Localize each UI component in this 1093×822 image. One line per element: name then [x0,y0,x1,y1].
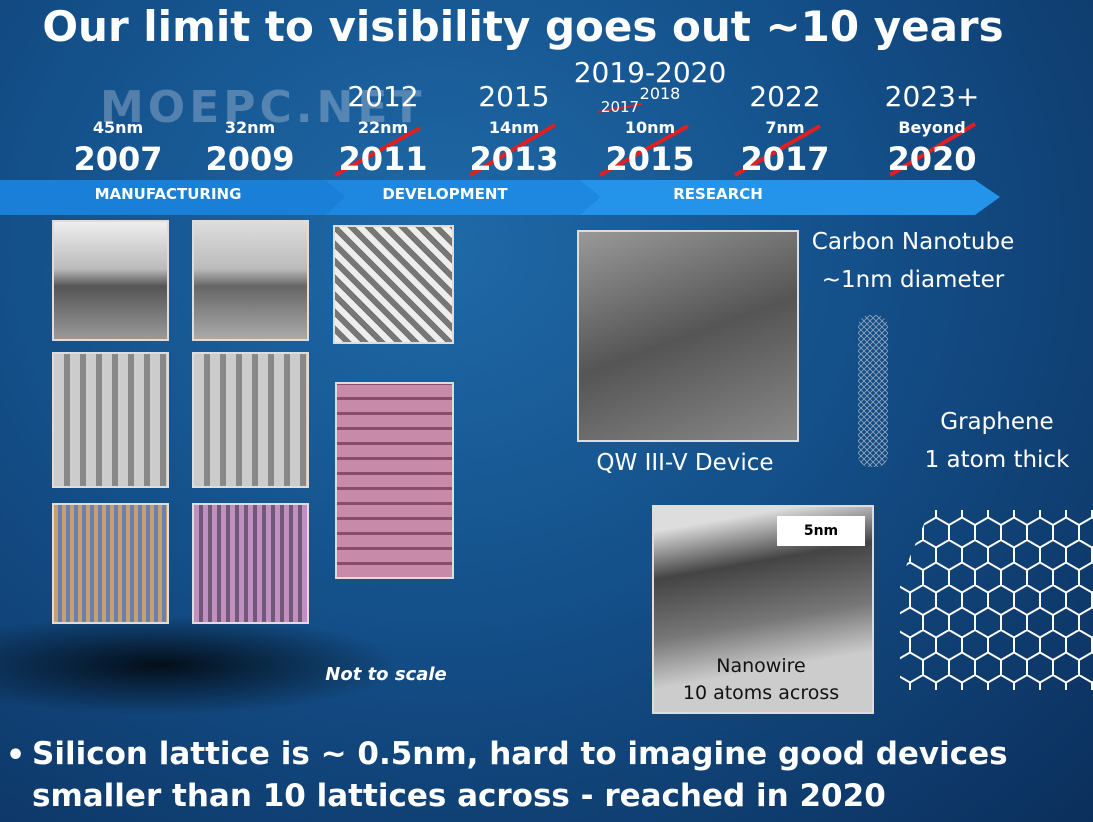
label: Graphene [940,409,1054,435]
timeline-earlier-year: 2017 [600,98,640,116]
timeline-year: 2013 [469,140,559,178]
label: Carbon Nanotube [811,229,1015,255]
timeline-new-year: 2023+ [884,80,980,113]
bullet-text: Silicon lattice is ~ 0.5nm, hard to imag… [32,736,1008,772]
timeline-node: 45nm [92,118,144,137]
label: Not to scale [325,664,447,685]
phase-arrow [580,180,1000,215]
timeline-node: 14nm [488,118,540,137]
phase-arrow [0,180,345,215]
scale-bar: 5nm [777,516,865,546]
timeline-new-year: 2019-2020 [573,56,727,89]
phase-label: DEVELOPMENT [382,185,508,203]
timeline-node: Beyond [898,118,966,137]
timeline-year: 2015 [605,140,695,178]
die-image [335,382,454,579]
die-image [192,503,309,624]
bullet-text: smaller than 10 lattices across - reache… [32,778,886,814]
label: 10 atoms across [682,682,840,704]
watermark: MOEPC.NET [100,82,426,133]
strike-lines [334,103,977,177]
title: Our limit to visibility goes out ~10 yea… [42,2,1004,51]
interconnect-image [192,352,309,488]
phase-label: MANUFACTURING [94,185,242,203]
phase-label: RESEARCH [673,185,763,203]
label: 1 atom thick [924,447,1070,473]
timeline-year: 2011 [338,140,428,178]
timeline-new-year: 2012 [347,80,419,113]
timeline-year: 2009 [205,140,295,178]
graphene-image [900,510,1093,690]
timeline-year: 2020 [887,140,977,178]
qw-device-image [577,230,799,442]
timeline-new-year: 2022 [749,80,821,113]
timeline-year: 2017 [740,140,830,178]
transistor-image [192,220,309,341]
timeline-node: 22nm [357,118,409,137]
shadow [0,615,400,715]
label: Nanowire [716,655,806,677]
timeline-node: 32nm [224,118,276,137]
nanotube-image [858,315,888,467]
label: QW III-V Device [596,450,774,476]
timeline-new-year: 2015 [478,80,550,113]
die-image [52,503,169,624]
label: ~1nm diameter [821,267,1005,293]
transistor-image [52,220,169,341]
timeline-node: 7nm [765,118,805,137]
timeline-interim-year: 2018 [639,84,681,103]
phase-arrow [325,180,600,215]
interconnect-image [52,352,169,488]
timeline-node: 10nm [624,118,676,137]
bullet-dot: • [6,738,26,773]
finfet-image [333,225,454,344]
timeline-year: 2007 [73,140,163,178]
